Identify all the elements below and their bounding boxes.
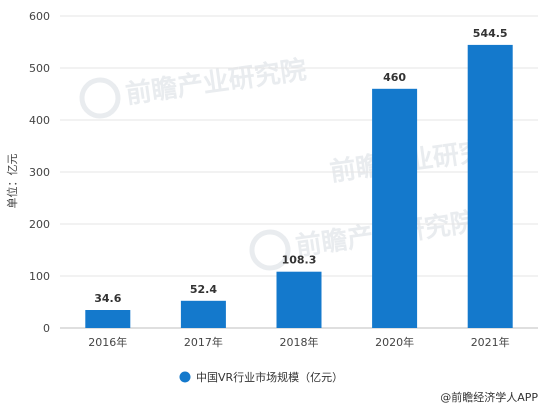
y-axis: 0 100 200 300 400 500 600 <box>29 10 50 335</box>
data-label: 544.5 <box>473 27 508 40</box>
x-tick-label: 2020年 <box>375 335 414 349</box>
bar <box>276 271 322 328</box>
x-tick-label: 2017年 <box>184 335 223 349</box>
watermark: 前瞻产业研究院 前瞻产业研究院 前瞻产业研究院 <box>79 54 512 271</box>
data-label: 52.4 <box>190 283 217 296</box>
bar <box>85 310 131 328</box>
watermark-logo-icon <box>79 77 121 119</box>
y-axis-title: 单位：亿元 <box>5 154 19 209</box>
source-credit: @前瞻经济学人APP <box>440 390 538 404</box>
y-tick-label: 600 <box>29 10 50 23</box>
data-label: 34.6 <box>94 292 121 305</box>
watermark-logo-icon <box>249 229 291 271</box>
y-tick-label: 100 <box>29 270 50 283</box>
bars <box>85 44 513 329</box>
data-label: 460 <box>383 71 406 84</box>
legend-label: 中国VR行业市场规模（亿元） <box>196 370 343 384</box>
bar <box>372 88 418 328</box>
data-labels: 34.6 52.4 108.3 460 544.5 <box>94 27 507 305</box>
y-tick-label: 200 <box>29 218 50 231</box>
bar <box>467 44 513 329</box>
y-tick-label: 300 <box>29 166 50 179</box>
x-tick-label: 2021年 <box>471 335 510 349</box>
watermark-text: 前瞻产业研究院 <box>124 54 309 110</box>
data-label: 108.3 <box>282 254 317 267</box>
legend-swatch <box>179 371 191 383</box>
gridlines <box>60 15 538 329</box>
x-axis: 2016年 2017年 2018年 2020年 2021年 <box>88 335 509 349</box>
y-tick-label: 400 <box>29 114 50 127</box>
x-tick-label: 2018年 <box>280 335 319 349</box>
source-label: @前瞻经济学人APP <box>440 390 538 404</box>
y-tick-label: 0 <box>43 322 50 335</box>
legend: 中国VR行业市场规模（亿元） <box>179 370 343 384</box>
bar <box>180 300 226 328</box>
y-tick-label: 500 <box>29 62 50 75</box>
x-tick-label: 2016年 <box>88 335 127 349</box>
